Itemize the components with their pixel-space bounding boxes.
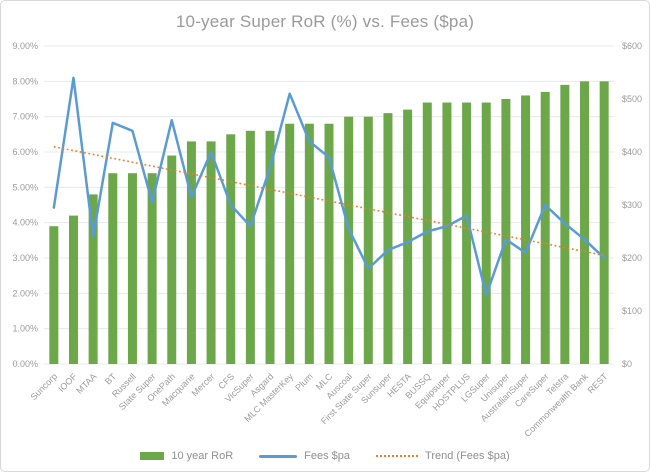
legend-item-ror: 10 year RoR — [140, 450, 233, 462]
y-axis-left-tick-label: 4.00% — [12, 218, 38, 228]
y-axis-left-tick-label: 6.00% — [12, 147, 38, 157]
line-swatch-icon — [259, 454, 298, 458]
legend-label-trend: Trend (Fees $pa) — [425, 450, 510, 462]
ror-bar — [383, 113, 393, 364]
ror-bar — [403, 109, 413, 364]
chart-title: 10-year Super RoR (%) vs. Fees ($pa) — [175, 12, 475, 31]
y-axis-left-tick-label: 8.00% — [12, 76, 38, 86]
y-axis-left-tick-label: 9.00% — [12, 41, 38, 51]
ror-bar — [265, 130, 275, 364]
y-axis-right-tick-label: $0 — [622, 359, 632, 369]
ror-bar — [167, 155, 177, 364]
ror-bar — [540, 91, 550, 364]
legend-item-trend: Trend (Fees $pa) — [376, 450, 510, 462]
ror-bar — [481, 102, 491, 365]
x-axis-category-label: Suncorp — [28, 371, 59, 402]
ror-bar — [442, 102, 452, 365]
ror-bar — [344, 116, 354, 365]
ror-bar — [599, 81, 609, 364]
ror-bar — [68, 215, 78, 364]
fees-line — [52, 76, 606, 297]
ror-bar — [147, 173, 157, 364]
y-axis-left-tick-label: 2.00% — [12, 288, 38, 298]
chart-legend: 10 year RoR Fees $pa Trend (Fees $pa) — [1, 445, 649, 467]
y-axis-right-tick-label: $200 — [622, 253, 642, 263]
ror-bar — [88, 194, 98, 364]
chart-canvas: 0.00% 1.00% 2.00% 3.00% 4.00% 5.00% 6.00% 7.00%… — [12, 41, 642, 439]
legend-label-ror: 10 year RoR — [171, 450, 234, 462]
y-axis-right-tick-label: $100 — [622, 306, 642, 316]
y-axis-left-tick-label: 0.00% — [12, 359, 38, 369]
ror-bar — [324, 123, 334, 364]
y-axis-right-tick-label: $400 — [622, 147, 642, 157]
legend-item-fees: Fees $pa — [259, 450, 350, 462]
ror-bar — [363, 116, 373, 365]
x-axis-category-label: MTAA — [74, 371, 98, 395]
ror-bar — [206, 141, 216, 364]
y-axis-left-tick-label: 5.00% — [12, 182, 38, 192]
ror-bar — [285, 123, 295, 364]
ror-bar — [304, 123, 314, 364]
legend-label-fees: Fees $pa — [304, 450, 351, 462]
y-axis-left-tick-label: 1.00% — [12, 324, 38, 334]
y-axis-right-tick-label: $600 — [622, 41, 642, 51]
x-axis-category-label: REST — [586, 371, 610, 395]
ror-bar — [580, 81, 590, 364]
ror-bar — [245, 130, 255, 364]
y-axis-left-tick-label: 7.00% — [12, 112, 38, 122]
bar-swatch-icon — [140, 452, 165, 460]
y-axis-right-tick-label: $300 — [622, 200, 642, 210]
ror-bar — [226, 134, 236, 364]
ror-bar — [462, 102, 472, 365]
ror-bar — [521, 95, 531, 364]
ror-bar — [186, 141, 196, 364]
ror-bar — [501, 99, 511, 364]
dotted-line-swatch-icon — [376, 455, 419, 457]
ror-bar — [422, 102, 432, 365]
x-axis-category-label: Plum — [293, 371, 315, 393]
trend-line — [53, 145, 605, 257]
ror-bar — [127, 173, 137, 364]
ror-bar — [49, 226, 59, 364]
ror-bar — [108, 173, 118, 364]
x-axis-category-label: BT — [103, 371, 119, 387]
y-axis-right-tick-label: $500 — [622, 94, 642, 104]
y-axis-left-tick-label: 3.00% — [12, 253, 38, 263]
